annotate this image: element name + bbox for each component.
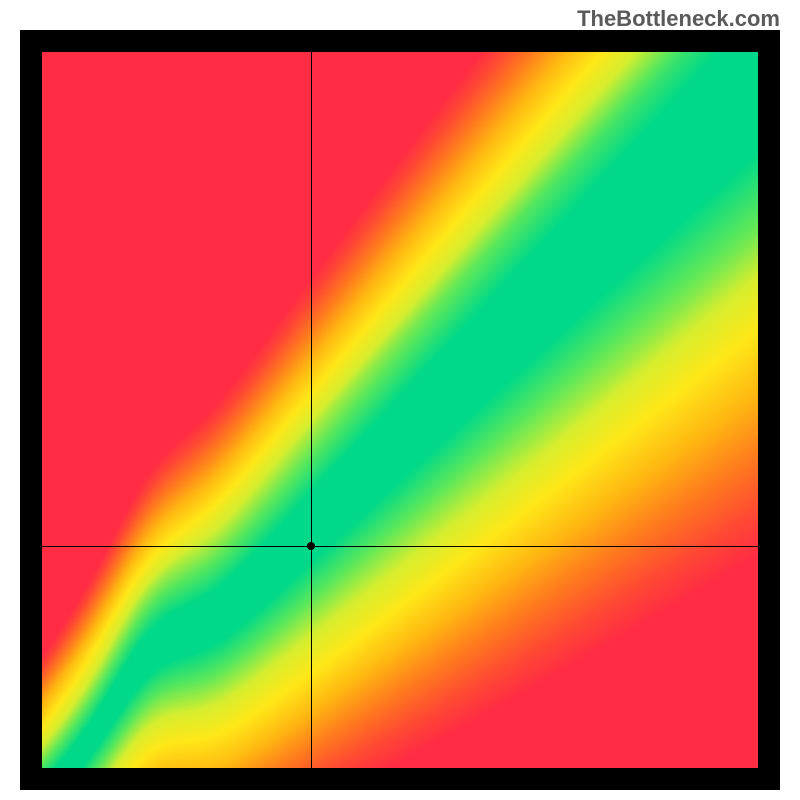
plot-border xyxy=(20,30,780,790)
watermark-text: TheBottleneck.com xyxy=(577,6,780,32)
plot-area xyxy=(42,52,758,768)
crosshair-vertical xyxy=(311,52,312,768)
marker-point xyxy=(307,542,315,550)
heatmap-canvas xyxy=(42,52,758,768)
crosshair-horizontal xyxy=(42,546,758,547)
chart-container: TheBottleneck.com xyxy=(0,0,800,800)
